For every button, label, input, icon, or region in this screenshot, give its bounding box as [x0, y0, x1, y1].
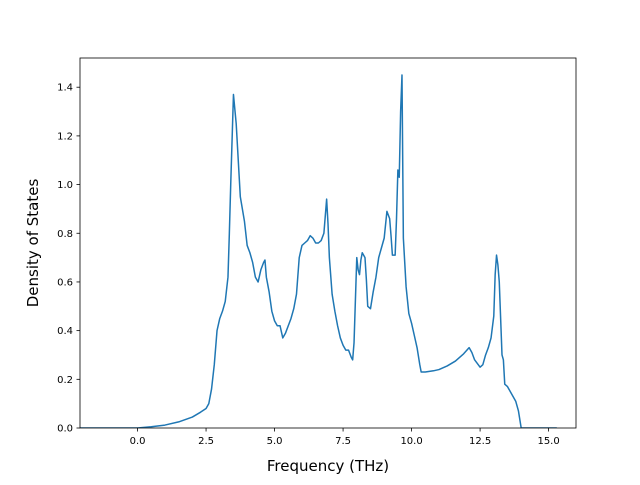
x-axis: 0.0 2.5 5.0 7.5 10.0 12.5 15.0 — [130, 428, 560, 447]
x-tick-label: 5.0 — [267, 436, 283, 447]
y-axis-label: Density of States — [24, 179, 42, 308]
y-tick-label: 0.6 — [57, 277, 73, 288]
y-tick-label: 0.2 — [57, 375, 73, 386]
y-tick-label: 0.0 — [57, 424, 73, 435]
y-tick-label: 1.4 — [57, 83, 73, 94]
y-tick-label: 1.0 — [57, 180, 73, 191]
x-tick-label: 12.5 — [469, 436, 491, 447]
y-axis: 0.0 0.2 0.4 0.6 0.8 1.0 1.2 1.4 — [57, 83, 80, 435]
y-tick-label: 1.2 — [57, 131, 73, 142]
x-tick-label: 2.5 — [198, 436, 214, 447]
x-axis-label: Frequency (THz) — [267, 457, 389, 475]
x-tick-label: 7.5 — [335, 436, 351, 447]
y-tick-label: 0.8 — [57, 229, 73, 240]
y-tick-label: 0.4 — [57, 326, 73, 337]
plot-frame — [79, 57, 577, 429]
x-tick-label: 10.0 — [400, 436, 422, 447]
dos-series-line-0 — [80, 74, 557, 428]
x-tick-label: 0.0 — [130, 436, 146, 447]
series-layer — [80, 74, 557, 428]
x-tick-label: 15.0 — [537, 436, 559, 447]
